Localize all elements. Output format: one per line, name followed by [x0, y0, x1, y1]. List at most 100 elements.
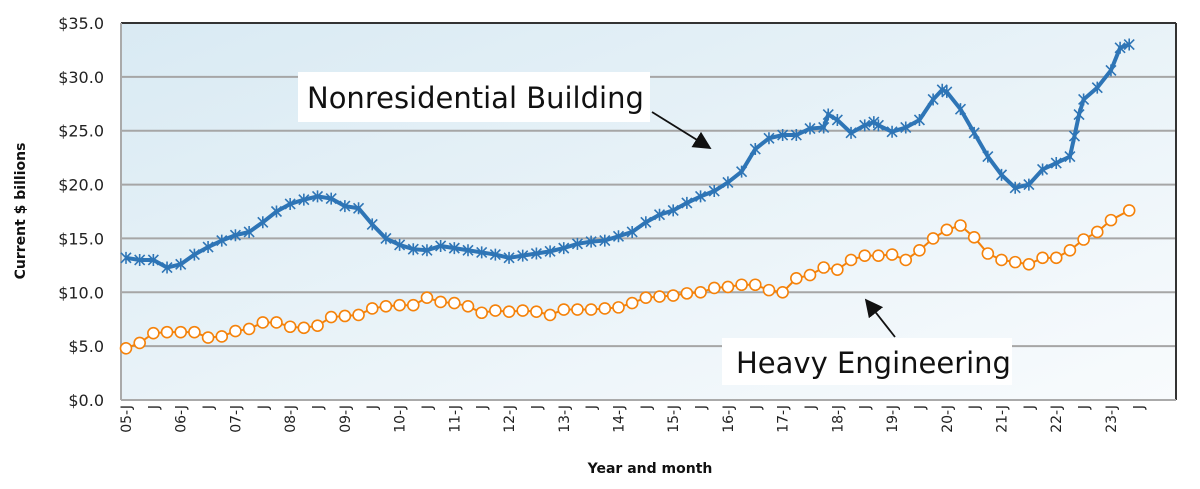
data-point: [1077, 233, 1090, 246]
data-point: [680, 287, 694, 300]
data-point: [666, 289, 680, 302]
data-point: [995, 168, 1008, 181]
data-point: [804, 122, 816, 135]
x-tick-label: J: [694, 405, 710, 410]
data-point: [530, 305, 543, 318]
x-tick-label: 08-J: [283, 405, 299, 433]
data-point: [1105, 64, 1117, 77]
data-point: [202, 241, 214, 254]
series-nonresidential-building: [120, 38, 1135, 274]
data-point: [735, 278, 748, 292]
data-point: [489, 248, 501, 261]
data-point: [256, 316, 270, 329]
data-point: [544, 245, 556, 258]
x-tick-label: 20-J: [940, 405, 956, 433]
y-tick-label: $10.0: [58, 283, 104, 302]
data-point: [476, 246, 488, 259]
x-tick-label: 17-J: [776, 405, 792, 433]
x-tick-label: J: [1131, 405, 1147, 410]
data-point: [352, 308, 365, 322]
data-point: [885, 248, 899, 261]
data-point: [845, 126, 857, 139]
data-point: [899, 253, 913, 267]
data-point: [393, 298, 406, 312]
data-point: [639, 291, 653, 304]
annotation-label-heavy-engineering: Heavy Engineering: [736, 346, 1011, 380]
data-point: [1064, 150, 1076, 163]
data-point: [175, 258, 187, 271]
data-point: [707, 281, 721, 295]
x-tick-label: 10-J: [393, 405, 409, 433]
data-point: [229, 229, 242, 242]
annotation-heavy-engineering: Heavy Engineering: [722, 298, 1012, 385]
data-point: [612, 301, 625, 314]
data-point: [818, 121, 830, 134]
data-point: [640, 216, 652, 229]
y-tick-label: $0.0: [68, 391, 104, 410]
data-point: [585, 235, 597, 248]
data-point: [379, 299, 393, 313]
data-point: [503, 251, 515, 264]
data-point: [694, 285, 707, 299]
x-tick-label: J: [365, 405, 381, 410]
data-point: [571, 303, 584, 316]
data-point: [380, 232, 392, 245]
data-point: [749, 143, 761, 156]
data-point: [1073, 108, 1085, 121]
x-tick-label: J: [748, 405, 764, 410]
x-axis-title: Year and month: [587, 461, 713, 477]
data-point: [517, 249, 529, 262]
x-tick-label: 12-J: [502, 405, 518, 433]
data-point: [721, 280, 735, 294]
series-group: [119, 38, 1136, 355]
x-tick-label: 19-J: [885, 405, 901, 433]
x-tick-label: J: [967, 405, 983, 410]
data-point: [694, 190, 707, 203]
data-point: [913, 113, 926, 126]
data-point: [1114, 41, 1126, 54]
data-point: [763, 132, 775, 145]
data-point: [858, 249, 872, 262]
data-point: [777, 129, 789, 142]
data-point: [530, 247, 542, 260]
y-tick-label: $25.0: [58, 122, 104, 141]
data-point: [270, 205, 283, 218]
data-point: [817, 261, 830, 274]
data-point: [1009, 181, 1021, 194]
data-point: [681, 196, 693, 209]
data-point: [421, 244, 433, 257]
data-point: [822, 108, 834, 121]
data-point: [653, 290, 666, 303]
x-tick-label: J: [803, 405, 819, 410]
y-tick-label: $20.0: [58, 176, 104, 195]
data-point: [831, 113, 843, 126]
x-tick-label: 13-J: [557, 405, 573, 433]
x-tick-label: 21-J: [995, 405, 1011, 433]
data-point: [653, 208, 666, 221]
data-point: [435, 239, 447, 252]
data-point: [1050, 157, 1062, 170]
x-tick-label: J: [1077, 405, 1093, 410]
data-point: [420, 291, 434, 304]
data-point: [283, 320, 297, 334]
series-line: [125, 42, 1130, 270]
data-point: [995, 253, 1008, 267]
x-tick-label: 23-J: [1104, 405, 1120, 433]
x-tick-label: 14-J: [611, 405, 627, 433]
x-tick-label: 09-J: [338, 405, 354, 433]
y-tick-label: $35.0: [58, 14, 104, 33]
data-point: [762, 283, 776, 297]
data-point: [461, 299, 475, 313]
x-tick-label: 18-J: [830, 405, 846, 433]
x-tick-label: J: [912, 405, 928, 410]
data-point: [462, 244, 474, 257]
data-point: [270, 316, 283, 329]
data-point: [926, 232, 940, 245]
data-point: [1036, 163, 1049, 176]
data-point: [968, 126, 980, 139]
data-point: [257, 216, 269, 229]
data-point: [502, 305, 516, 318]
x-tick-label: J: [529, 405, 545, 410]
x-tick-label: 11-J: [447, 405, 463, 433]
